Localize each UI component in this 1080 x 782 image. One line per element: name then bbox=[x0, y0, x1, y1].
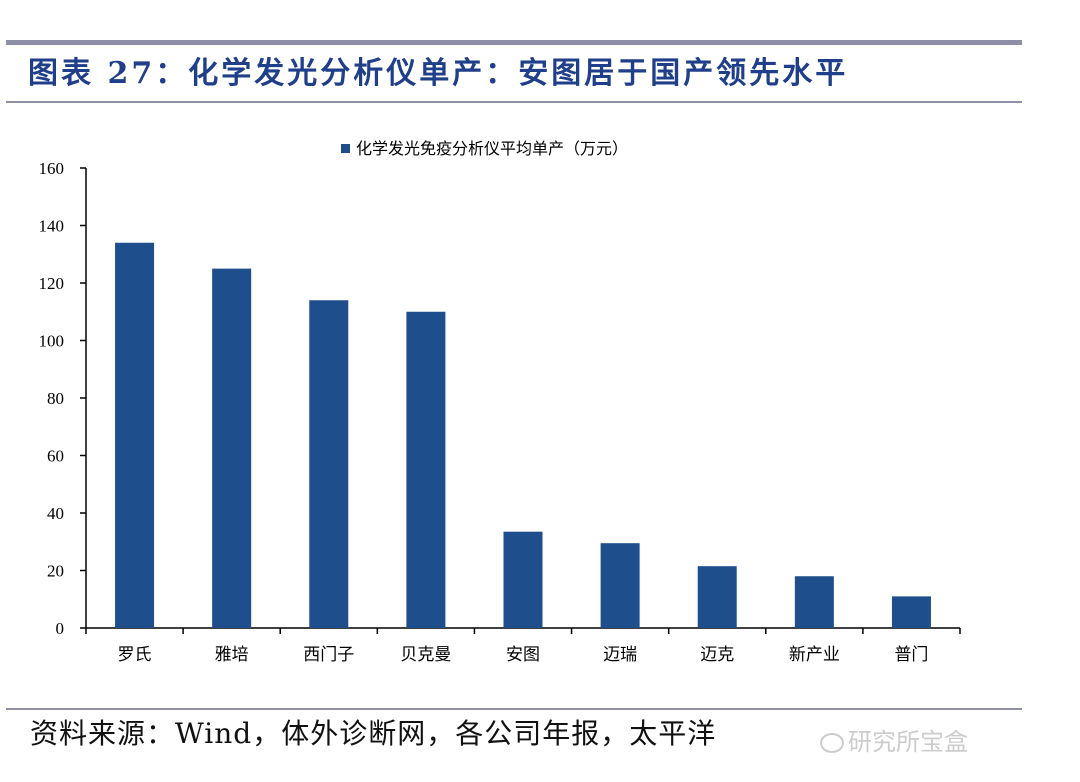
y-tick-label: 40 bbox=[47, 504, 64, 523]
top-rule bbox=[6, 40, 1022, 45]
y-axis: 0 20 40 60 80 100 120 140 160 bbox=[39, 159, 87, 638]
x-tick-label: 贝克曼 bbox=[400, 645, 451, 665]
watermark-text: 研究所宝盒 bbox=[848, 728, 968, 756]
bars bbox=[115, 242, 931, 628]
bar-西门子 bbox=[309, 300, 349, 628]
bar-贝克曼 bbox=[406, 311, 446, 628]
bar-chart: 化学发光免疫分析仪平均单产（万元） 020406080100120140160 … bbox=[39, 139, 961, 665]
legend: 化学发光免疫分析仪平均单产（万元） bbox=[341, 139, 628, 158]
watermark: 研究所宝盒 bbox=[820, 722, 968, 757]
x-tick-label: 安图 bbox=[506, 645, 540, 665]
bar-迈克 bbox=[697, 566, 737, 628]
legend-label: 化学发光免疫分析仪平均单产（万元） bbox=[356, 139, 628, 158]
legend-swatch bbox=[341, 144, 350, 153]
bar-新产业 bbox=[794, 576, 834, 628]
y-tick-label: 20 bbox=[47, 562, 64, 581]
x-tick-label: 普门 bbox=[894, 645, 928, 665]
source-note: 资料来源：Wind，体外诊断网，各公司年报，太平洋 bbox=[30, 717, 717, 750]
y-tick-label: 80 bbox=[47, 389, 64, 408]
title-rule bbox=[6, 101, 1022, 103]
bar-普门 bbox=[891, 596, 931, 628]
x-tick-label: 雅培 bbox=[215, 645, 249, 665]
bar-雅培 bbox=[212, 268, 252, 628]
page-title: 图表 27：化学发光分析仪单产：安图居于国产领先水平 bbox=[28, 56, 849, 91]
x-tick-label: 罗氏 bbox=[118, 645, 152, 665]
wechat-icon bbox=[820, 733, 844, 753]
bar-罗氏 bbox=[115, 242, 155, 628]
y-tick-label: 60 bbox=[47, 447, 64, 466]
x-axis: 罗氏 雅培 西门子 贝克曼 安图 迈瑞 迈克 新产业 普门 bbox=[85, 627, 961, 665]
y-tick-label: 140 bbox=[39, 217, 65, 236]
y-tick-label: 160 bbox=[39, 159, 65, 178]
bar-迈瑞 bbox=[600, 543, 640, 628]
y-tick-label: 0 bbox=[56, 619, 65, 638]
x-tick-label: 西门子 bbox=[303, 645, 354, 665]
x-tick-label: 迈克 bbox=[700, 645, 734, 665]
bottom-rule bbox=[6, 708, 1022, 710]
x-tick-label: 新产业 bbox=[789, 645, 840, 665]
bar-安图 bbox=[503, 531, 543, 628]
x-tick-label: 迈瑞 bbox=[603, 645, 637, 665]
y-tick-label: 120 bbox=[39, 274, 65, 293]
y-tick-label: 100 bbox=[39, 332, 65, 351]
